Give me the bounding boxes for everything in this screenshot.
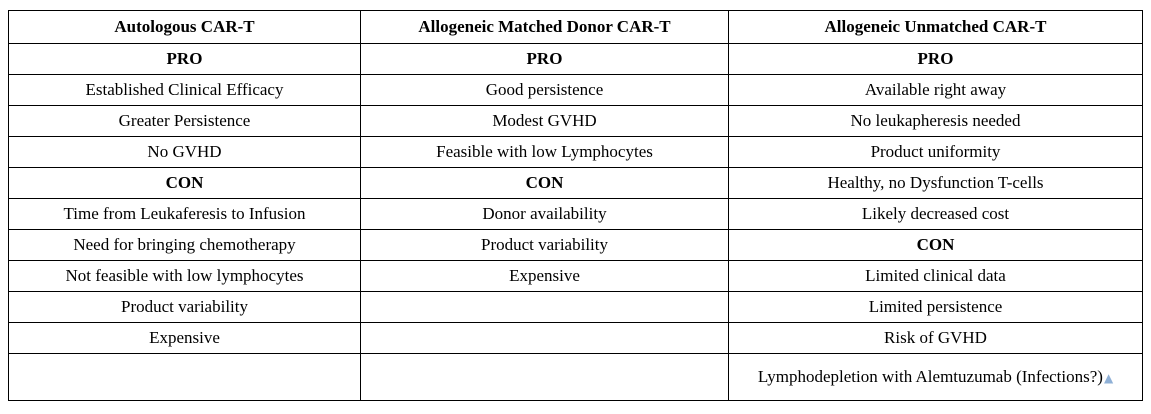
column-header-autologous: Autologous CAR-T xyxy=(8,10,361,44)
table-cell-matched-donor: Product variability xyxy=(360,229,729,261)
table-row: PRO PRO PRO xyxy=(8,43,1143,75)
up-arrow-icon: ▲ xyxy=(1103,370,1114,385)
table-cell-unmatched: PRO xyxy=(728,43,1143,75)
table-cell-autologous xyxy=(8,353,361,401)
table-cell-matched-donor: CON xyxy=(360,167,729,199)
table-row: Lymphodepletion with Alemtuzumab (Infect… xyxy=(8,353,1143,401)
table-cell-matched-donor: PRO xyxy=(360,43,729,75)
table-cell-matched-donor xyxy=(360,291,729,323)
header-row: Autologous CAR-T Allogeneic Matched Dono… xyxy=(8,10,1143,44)
table-cell-autologous: Not feasible with low lymphocytes xyxy=(8,260,361,292)
table-cell-autologous: CON xyxy=(8,167,361,199)
table-cell-autologous: Need for bringing chemotherapy xyxy=(8,229,361,261)
table-row: Established Clinical Efficacy Good persis… xyxy=(8,74,1143,106)
table-row: Greater Persistence Modest GVHD No leukaph… xyxy=(8,105,1143,137)
table-cell-autologous: Established Clinical Efficacy xyxy=(8,74,361,106)
table-cell-unmatched: Limited persistence xyxy=(728,291,1143,323)
table-cell-unmatched: Lymphodepletion with Alemtuzumab (Infect… xyxy=(728,353,1143,401)
table-cell-matched-donor: Donor availability xyxy=(360,198,729,230)
table-cell-matched-donor: Expensive xyxy=(360,260,729,292)
table-row: Time from Leukaferesis to Infusion Donor … xyxy=(8,198,1143,230)
table-row: No GVHD Feasible with low Lymphocytes Prod… xyxy=(8,136,1143,168)
comparison-table-container: Autologous CAR-T Allogeneic Matched Dono… xyxy=(8,10,1143,401)
table-cell-autologous: Greater Persistence xyxy=(8,105,361,137)
table-row: Product variability Limited persistence xyxy=(8,291,1143,323)
table-cell-autologous: PRO xyxy=(8,43,361,75)
table-cell-unmatched: Limited clinical data xyxy=(728,260,1143,292)
table-cell-unmatched: Available right away xyxy=(728,74,1143,106)
table-cell-autologous: Product variability xyxy=(8,291,361,323)
table-cell-autologous: No GVHD xyxy=(8,136,361,168)
table-cell-matched-donor: Feasible with low Lymphocytes xyxy=(360,136,729,168)
table-cell-matched-donor xyxy=(360,353,729,401)
table-cell-unmatched: Product uniformity xyxy=(728,136,1143,168)
table-row: Need for bringing chemotherapy Product va… xyxy=(8,229,1143,261)
table-cell-autologous: Expensive xyxy=(8,322,361,354)
table-cell-matched-donor: Good persistence xyxy=(360,74,729,106)
column-header-unmatched: Allogeneic Unmatched CAR-T xyxy=(728,10,1143,44)
table-cell-autologous: Time from Leukaferesis to Infusion xyxy=(8,198,361,230)
table-cell-unmatched: CON xyxy=(728,229,1143,261)
table-cell-unmatched: No leukapheresis needed xyxy=(728,105,1143,137)
table-cell-matched-donor: Modest GVHD xyxy=(360,105,729,137)
table-cell-matched-donor xyxy=(360,322,729,354)
table-body: PRO PRO PRO Established Clinical Efficacy Go… xyxy=(8,43,1143,401)
car-t-comparison-table: Autologous CAR-T Allogeneic Matched Dono… xyxy=(8,10,1143,401)
table-cell-unmatched: Likely decreased cost xyxy=(728,198,1143,230)
column-header-matched-donor: Allogeneic Matched Donor CAR-T xyxy=(360,10,729,44)
table-row: Not feasible with low lymphocytes Expensi… xyxy=(8,260,1143,292)
table-row: Expensive Risk of GVHD xyxy=(8,322,1143,354)
table-row: CON CON Healthy, no Dysfunction T-cells xyxy=(8,167,1143,199)
table-cell-unmatched: Healthy, no Dysfunction T-cells xyxy=(728,167,1143,199)
table-cell-unmatched: Risk of GVHD xyxy=(728,322,1143,354)
